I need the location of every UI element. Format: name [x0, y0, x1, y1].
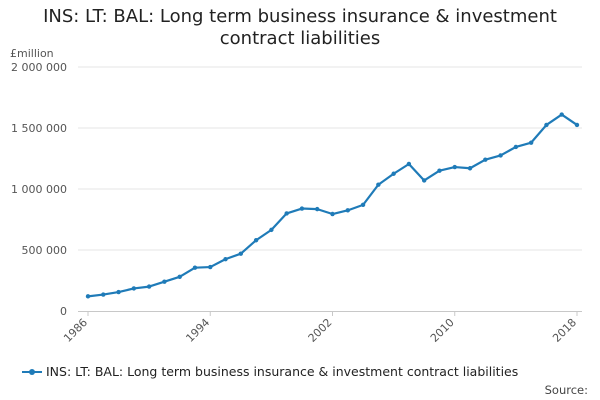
data-point — [315, 206, 320, 212]
data-point — [437, 168, 442, 173]
data-point — [467, 166, 473, 171]
x-tick-label: 2010 — [428, 316, 457, 345]
source-label: Source: — [544, 383, 588, 397]
data-point — [498, 153, 503, 158]
series-line — [87, 113, 578, 298]
data-point — [101, 292, 106, 297]
data-point — [208, 264, 213, 270]
chart-title-line-2: contract liabilities — [219, 28, 381, 49]
data-point — [559, 112, 564, 117]
x-tick-label: 1994 — [183, 316, 212, 345]
data-point — [284, 211, 289, 216]
data-point — [421, 178, 427, 183]
data-point — [253, 238, 259, 243]
legend-label: INS: LT: BAL: Long term business insuran… — [46, 364, 519, 379]
data-point — [483, 157, 488, 162]
data-point — [513, 144, 519, 150]
data-point — [269, 227, 274, 233]
data-point — [544, 122, 549, 128]
data-point — [116, 289, 121, 295]
x-tick-label: 2002 — [306, 316, 335, 345]
line-chart: £million 0 500 000 1 000 000 1 500 000 2 000… — [10, 47, 582, 345]
y-axis-unit-label: £million — [10, 47, 54, 60]
x-tick-label: 2018 — [550, 316, 579, 345]
y-tick-label: 500 000 — [22, 244, 68, 257]
data-point — [574, 122, 580, 128]
data-point — [391, 171, 396, 176]
data-point — [299, 206, 305, 211]
data-point — [345, 208, 350, 213]
data-point — [146, 284, 152, 289]
y-tick-label: 2 000 000 — [11, 61, 67, 74]
gridlines — [78, 66, 582, 251]
x-axis-ticks: 1986 1994 2002 2010 2018 — [61, 311, 579, 345]
y-axis-ticks: 0 500 000 1 000 000 1 500 000 2 000 000 — [11, 61, 67, 318]
data-point — [85, 294, 91, 299]
data-point — [177, 274, 182, 280]
x-tick-label: 1986 — [61, 316, 90, 345]
y-tick-label: 1 000 000 — [11, 183, 67, 196]
data-point — [192, 265, 198, 270]
chart-title-line-1: INS: LT: BAL: Long term business insuran… — [43, 6, 557, 27]
chart-title: INS: LT: BAL: Long term business insuran… — [0, 6, 600, 50]
data-point — [360, 202, 366, 208]
y-tick-label: 1 500 000 — [11, 122, 67, 135]
data-point — [376, 182, 381, 187]
data-point — [406, 161, 412, 167]
legend-line-marker-icon — [22, 367, 42, 377]
series-layer — [85, 112, 580, 299]
legend: INS: LT: BAL: Long term business insuran… — [22, 364, 518, 379]
data-point — [452, 164, 457, 170]
data-point — [238, 251, 244, 256]
data-point — [223, 256, 228, 262]
data-point — [162, 279, 167, 284]
y-tick-label: 0 — [60, 305, 67, 318]
data-point — [528, 140, 534, 145]
data-point — [330, 211, 335, 217]
data-point — [131, 286, 137, 291]
